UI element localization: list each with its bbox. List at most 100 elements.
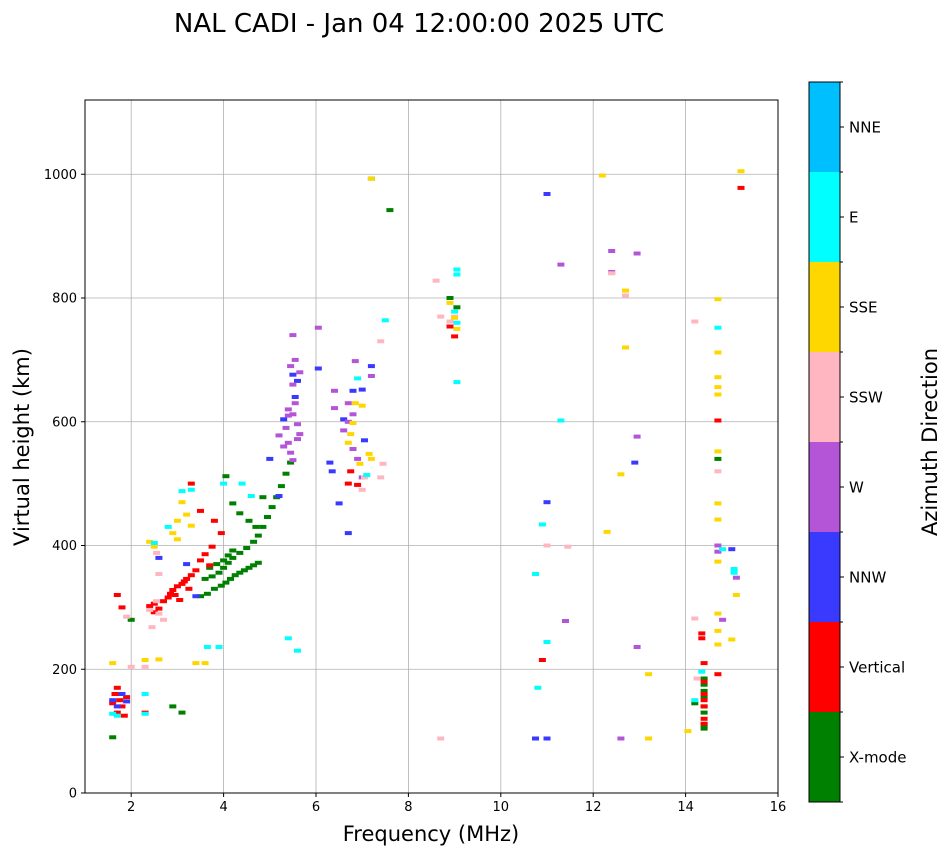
data-point: [254, 560, 262, 565]
data-point: [150, 601, 158, 606]
series-sse: [109, 169, 745, 741]
data-point: [277, 484, 285, 489]
colorbar-segment: [809, 532, 840, 622]
data-point: [314, 366, 322, 371]
data-point: [210, 586, 218, 591]
data-point: [349, 421, 357, 425]
data-point: [197, 558, 204, 563]
data-point: [224, 553, 232, 558]
data-point: [291, 357, 299, 362]
data-point: [700, 661, 708, 666]
data-point: [187, 481, 195, 486]
data-point: [562, 619, 569, 623]
data-point: [141, 664, 149, 669]
data-point: [201, 576, 209, 581]
data-point: [377, 339, 385, 344]
data-point: [446, 324, 454, 329]
data-point: [543, 500, 551, 505]
data-point: [543, 640, 551, 644]
data-point: [534, 685, 542, 690]
data-point: [113, 593, 121, 597]
data-point: [164, 595, 172, 600]
data-point: [446, 300, 454, 305]
data-point: [367, 364, 375, 369]
data-point: [284, 413, 292, 418]
data-point: [347, 432, 355, 437]
data-point: [146, 607, 154, 612]
data-point: [349, 412, 357, 417]
colorbar-label: NNW: [849, 569, 886, 587]
colorbar-label: SSW: [849, 389, 883, 407]
data-point: [160, 599, 167, 604]
data-point: [289, 372, 297, 377]
data-point: [633, 645, 641, 649]
data-point: [155, 572, 163, 576]
data-point: [173, 518, 181, 523]
data-point: [453, 267, 461, 272]
data-point: [608, 249, 616, 253]
data-point: [150, 610, 158, 615]
y-tick-label: 400: [52, 539, 77, 554]
colorbar-frame: [808, 81, 841, 803]
data-point: [192, 594, 200, 599]
data-point: [183, 512, 191, 517]
data-point: [698, 631, 706, 636]
data-point: [693, 676, 701, 681]
data-point: [645, 736, 653, 741]
data-point: [714, 549, 722, 554]
data-point: [714, 611, 722, 616]
data-point: [123, 695, 131, 700]
colorbar-label: X-mode: [849, 749, 906, 767]
data-point: [363, 473, 371, 477]
data-point: [153, 550, 161, 555]
data-point: [111, 692, 119, 696]
data-point: [296, 432, 304, 437]
series-w: [275, 249, 740, 741]
data-point: [109, 711, 117, 716]
data-point: [109, 701, 117, 706]
data-point: [453, 326, 461, 331]
data-point: [201, 661, 209, 666]
data-point: [633, 251, 641, 256]
data-point: [206, 563, 214, 568]
data-point: [220, 565, 228, 570]
data-point: [453, 305, 461, 310]
data-point: [178, 500, 186, 505]
data-point: [538, 522, 546, 527]
data-point: [289, 333, 297, 338]
data-point: [169, 704, 177, 709]
data-point: [714, 375, 722, 380]
data-point: [700, 682, 708, 687]
data-point: [118, 605, 126, 610]
data-point: [167, 591, 174, 596]
data-point: [714, 543, 722, 548]
colorbar-label: NNE: [849, 119, 881, 137]
data-point: [700, 721, 708, 726]
data-point: [289, 412, 297, 417]
data-point: [169, 531, 177, 536]
y-tick-label: 1000: [44, 168, 77, 183]
data-point: [282, 425, 290, 430]
data-point: [714, 559, 722, 564]
data-point: [700, 716, 708, 721]
data-point: [714, 456, 722, 461]
data-point: [356, 461, 364, 466]
data-point: [236, 570, 244, 575]
data-point: [213, 562, 221, 567]
data-point: [236, 511, 244, 516]
data-point: [250, 539, 258, 544]
data-point: [275, 494, 283, 498]
data-point: [344, 401, 352, 406]
data-point: [287, 364, 295, 369]
data-point: [314, 325, 322, 330]
data-point: [280, 444, 288, 449]
data-point: [446, 319, 454, 324]
data-point: [155, 606, 163, 611]
data-point: [714, 628, 722, 633]
data-point: [379, 461, 387, 466]
data-point: [645, 672, 653, 677]
data-point: [220, 558, 228, 563]
data-point: [160, 617, 167, 622]
data-point: [197, 594, 204, 599]
